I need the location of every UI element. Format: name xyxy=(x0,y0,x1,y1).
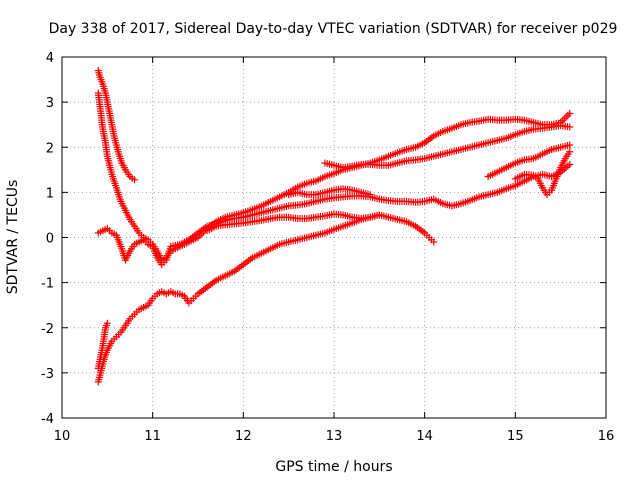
y-tick-label: 3 xyxy=(46,96,54,111)
x-tick-label: 12 xyxy=(235,429,252,444)
x-tick-label: 10 xyxy=(54,429,71,444)
data-point xyxy=(566,160,574,168)
data-point xyxy=(375,211,383,219)
y-tick-label: -2 xyxy=(41,322,54,337)
data-point xyxy=(366,191,374,199)
y-tick-label: 4 xyxy=(46,51,54,66)
y-axis-ticks: -4 -3 -2 -1 0 1 2 3 4 xyxy=(41,51,606,427)
data-point-fill xyxy=(562,113,570,121)
data-point xyxy=(430,238,438,246)
y-tick-label: -4 xyxy=(41,412,54,427)
x-tick-label: 15 xyxy=(507,429,524,444)
y-tick-label: -1 xyxy=(41,277,54,292)
x-axis-label: GPS time / hours xyxy=(275,459,392,475)
data-point xyxy=(131,176,139,184)
y-tick-label: 1 xyxy=(46,186,54,201)
y-axis-label: SDTVAR / TECUs xyxy=(5,180,21,295)
data-points xyxy=(94,67,574,386)
y-tick-label: -3 xyxy=(41,367,54,382)
y-tick-label: 2 xyxy=(46,141,54,156)
data-point xyxy=(566,148,574,156)
x-tick-label: 14 xyxy=(416,429,433,444)
x-tick-label: 16 xyxy=(598,429,615,444)
data-point-fill xyxy=(560,115,568,123)
data-point xyxy=(566,123,574,131)
data-point-fill xyxy=(564,111,572,119)
x-tick-label: 11 xyxy=(144,429,161,444)
data-point xyxy=(566,109,574,117)
data-point xyxy=(566,141,574,149)
x-tick-label: 13 xyxy=(326,429,343,444)
y-tick-label: 0 xyxy=(46,232,54,247)
data-point xyxy=(103,319,111,327)
x-axis-ticks: 10 11 12 13 14 15 16 xyxy=(54,57,615,444)
chart-title: Day 338 of 2017, Sidereal Day-to-day VTE… xyxy=(49,21,618,37)
